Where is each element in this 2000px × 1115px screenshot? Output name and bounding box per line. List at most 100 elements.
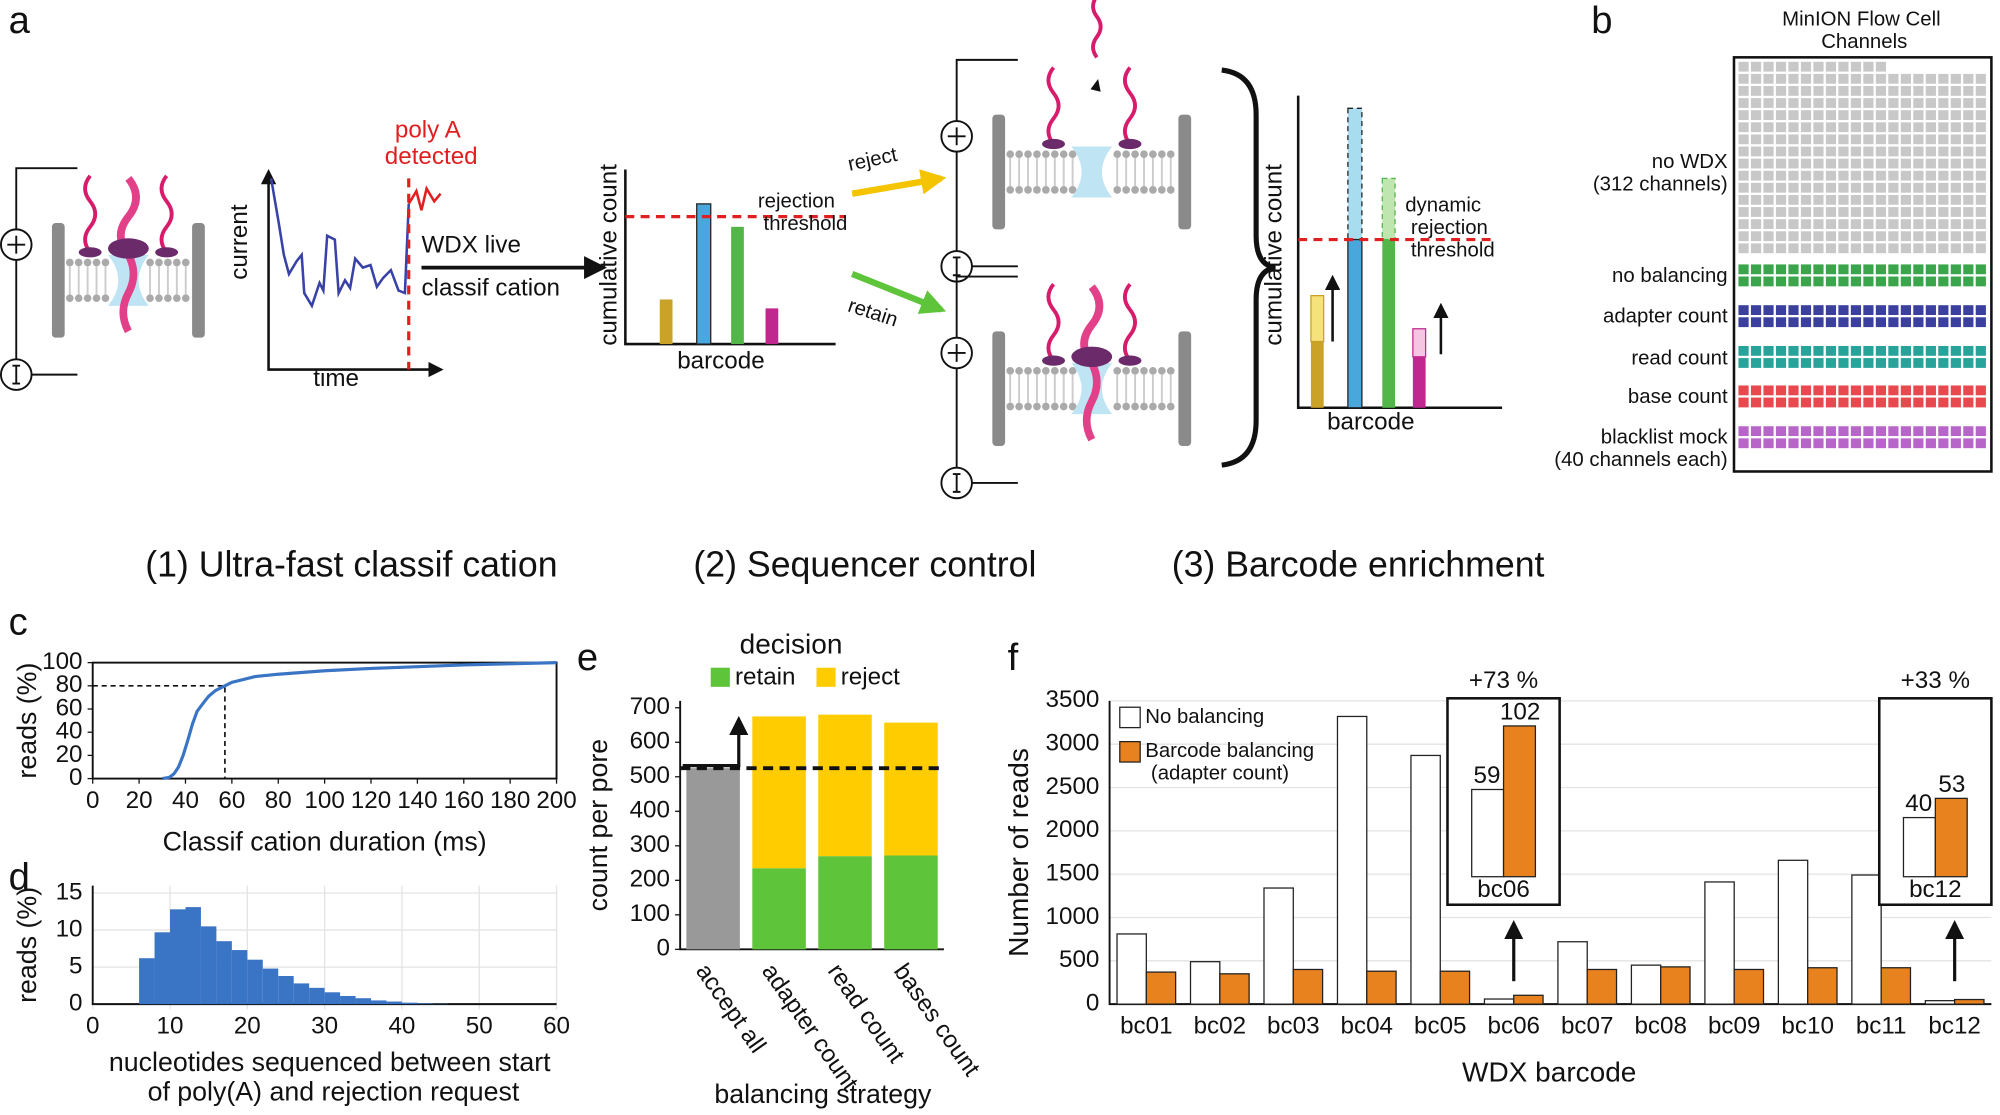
channel (1749, 169, 1763, 182)
channel (1862, 157, 1875, 170)
channel (1787, 424, 1800, 438)
channel (1924, 145, 1938, 158)
channel (1936, 356, 1950, 370)
channel (1936, 316, 1950, 329)
panel-letter: b (1591, 0, 1612, 42)
channel (1912, 205, 1925, 219)
group-label: read count (1631, 348, 1728, 370)
y-tick-label: 1000 (1046, 903, 1100, 930)
channel (1837, 242, 1850, 255)
channel (1961, 157, 1975, 170)
lipid (1050, 186, 1059, 194)
inset-value-label: 102 (1500, 699, 1540, 726)
channel (1849, 437, 1863, 450)
channel (1849, 121, 1863, 134)
channel (1961, 242, 1975, 255)
channel (1936, 72, 1950, 85)
channel (1961, 181, 1975, 194)
channel (1749, 344, 1763, 358)
inset-label: +73 % (1469, 667, 1538, 694)
text-line: rejection (1405, 217, 1488, 239)
channel (1787, 193, 1800, 207)
channel (1912, 108, 1925, 122)
channel (1774, 108, 1788, 122)
channel (1749, 217, 1763, 231)
group-label: no WDX (312 channels) (1587, 151, 1728, 195)
channel (1862, 145, 1875, 158)
lipid (92, 258, 101, 267)
lipid (65, 258, 74, 267)
lipid (74, 294, 83, 303)
channel (1874, 121, 1888, 134)
lipid (1059, 186, 1068, 194)
channel (1912, 242, 1925, 255)
channel (1774, 84, 1788, 98)
channel (1762, 303, 1775, 317)
channel (1912, 384, 1925, 397)
schematic-part (1221, 67, 1276, 468)
lipid (1033, 402, 1041, 411)
group-label: adapter count (1603, 306, 1728, 328)
lipid (1068, 186, 1077, 194)
channel (1949, 193, 1963, 207)
channel (1974, 303, 1988, 317)
channel (1812, 396, 1825, 409)
schematic-part (1382, 239, 1396, 408)
motor-protein (108, 238, 149, 259)
channel (1974, 396, 1988, 409)
channel (1762, 384, 1775, 397)
channel (1949, 263, 1963, 276)
channel (1787, 316, 1800, 329)
strand (1122, 282, 1137, 362)
channel (1837, 84, 1850, 98)
channel (1961, 217, 1975, 231)
schematic-part (1296, 95, 1503, 410)
y-tick-label: 15 (56, 878, 83, 905)
channel (1824, 84, 1838, 98)
x-tick-label: bases count (888, 959, 985, 1082)
channel (1849, 205, 1863, 219)
channel (1874, 344, 1888, 358)
channel (1912, 217, 1925, 231)
channel (1749, 242, 1763, 255)
y-tick-label: 3500 (1046, 686, 1100, 713)
x-tick-label: 160 (444, 787, 484, 814)
x-tick-label: 40 (172, 787, 199, 814)
channel (1787, 384, 1800, 397)
bar (1189, 961, 1221, 1005)
channel (1737, 205, 1750, 219)
motor-protein (78, 247, 102, 258)
lipid (74, 258, 83, 267)
motor-protein (1118, 138, 1142, 150)
channel (1812, 263, 1825, 276)
channel (1912, 84, 1925, 98)
x-tick-label: bc06 (1488, 1012, 1540, 1039)
channel (1824, 396, 1838, 409)
channel (1961, 169, 1975, 182)
channel (1799, 121, 1813, 134)
channel (1737, 275, 1750, 288)
x-tick-label: bc11 (1856, 1012, 1907, 1039)
channel (1762, 133, 1775, 146)
channel (1799, 108, 1813, 122)
y-tick-label: 80 (56, 671, 83, 698)
channel (1749, 437, 1763, 450)
channel (1949, 217, 1963, 231)
channel (1824, 437, 1838, 450)
histogram-bar (231, 950, 248, 1005)
channel (1812, 424, 1825, 438)
channel (1774, 316, 1788, 329)
axis-label: current (226, 204, 253, 280)
channel (1899, 344, 1913, 358)
channel (1837, 60, 1850, 73)
channel (1799, 437, 1813, 450)
channel (1961, 205, 1975, 219)
channel (1837, 263, 1850, 276)
histogram-bar (185, 907, 201, 1005)
y-tick-label: 10 (56, 915, 83, 942)
flow-cell: MinION Flow Cell Channels no WDX (312 ch… (1549, 9, 1993, 473)
channel (1974, 108, 1988, 122)
channel (1787, 344, 1800, 358)
channel (1936, 230, 1950, 243)
channel (1787, 157, 1800, 170)
